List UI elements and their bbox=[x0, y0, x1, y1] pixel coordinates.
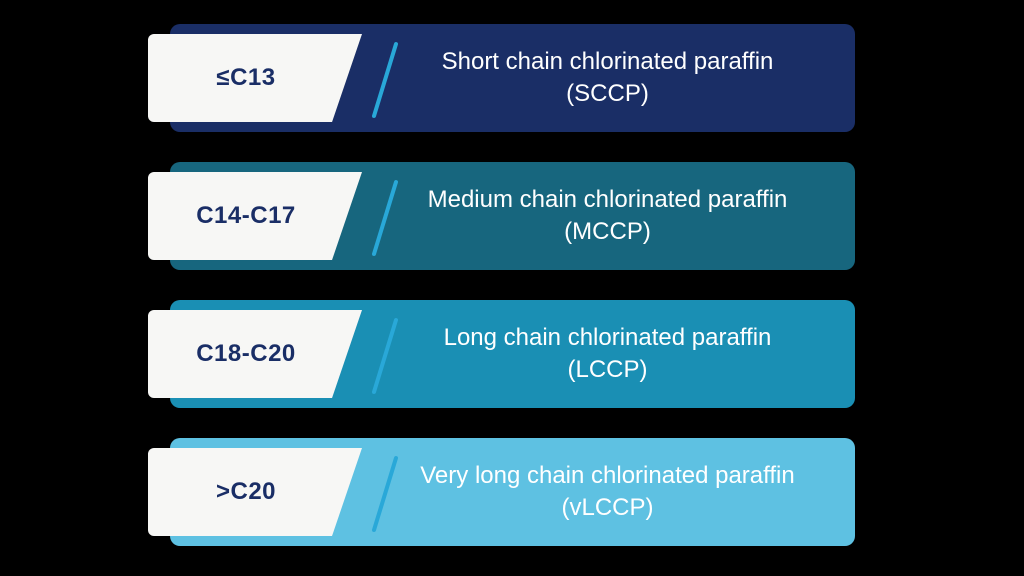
category-name: Short chain chlorinated paraffin bbox=[442, 46, 774, 78]
category-tag-label: >C20 bbox=[216, 478, 294, 506]
category-row: Medium chain chlorinated paraffin(MCCP) C… bbox=[170, 162, 855, 270]
category-row: Very long chain chlorinated paraffin(vLC… bbox=[170, 438, 855, 546]
category-abbr: (vLCCP) bbox=[561, 492, 653, 524]
category-abbr: (MCCP) bbox=[564, 216, 651, 248]
category-name: Long chain chlorinated paraffin bbox=[444, 322, 772, 354]
category-tag: ≤C13 bbox=[148, 34, 362, 122]
category-description: Very long chain chlorinated paraffin(vLC… bbox=[380, 438, 835, 546]
category-abbr: (SCCP) bbox=[566, 78, 649, 110]
category-name: Very long chain chlorinated paraffin bbox=[420, 460, 794, 492]
category-tag: C18-C20 bbox=[148, 310, 362, 398]
category-description: Long chain chlorinated paraffin(LCCP) bbox=[380, 300, 835, 408]
category-name: Medium chain chlorinated paraffin bbox=[428, 184, 788, 216]
category-abbr: (LCCP) bbox=[567, 354, 647, 386]
category-description: Medium chain chlorinated paraffin(MCCP) bbox=[380, 162, 835, 270]
category-tag-label: ≤C13 bbox=[216, 64, 293, 92]
category-tag-label: C14-C17 bbox=[196, 202, 314, 230]
infographic-stage: Short chain chlorinated paraffin(SCCP) ≤C… bbox=[0, 0, 1024, 576]
category-tag: >C20 bbox=[148, 448, 362, 536]
category-description: Short chain chlorinated paraffin(SCCP) bbox=[380, 24, 835, 132]
category-tag: C14-C17 bbox=[148, 172, 362, 260]
category-row: Long chain chlorinated paraffin(LCCP) C18… bbox=[170, 300, 855, 408]
category-tag-label: C18-C20 bbox=[196, 340, 314, 368]
category-row: Short chain chlorinated paraffin(SCCP) ≤C… bbox=[170, 24, 855, 132]
